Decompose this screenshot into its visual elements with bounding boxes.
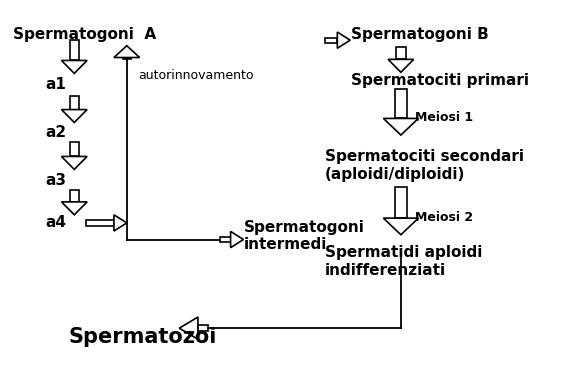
Polygon shape — [396, 47, 406, 60]
Polygon shape — [70, 190, 79, 202]
Text: Spermatogoni B: Spermatogoni B — [352, 27, 489, 42]
Polygon shape — [338, 32, 350, 48]
Text: Spermatidi aploidi
indifferenziati: Spermatidi aploidi indifferenziati — [325, 246, 482, 278]
Text: Meiosi 2: Meiosi 2 — [415, 211, 473, 224]
Polygon shape — [388, 60, 414, 72]
Text: Meiosi 1: Meiosi 1 — [415, 111, 473, 124]
Text: Spermatozoi: Spermatozoi — [69, 327, 217, 347]
Polygon shape — [383, 218, 418, 235]
Text: a3: a3 — [45, 173, 66, 188]
Polygon shape — [62, 157, 87, 169]
Polygon shape — [70, 142, 79, 157]
Polygon shape — [395, 187, 407, 218]
Text: a2: a2 — [45, 125, 66, 140]
Polygon shape — [62, 61, 87, 73]
Polygon shape — [70, 40, 79, 61]
Polygon shape — [122, 58, 131, 59]
Polygon shape — [86, 220, 114, 225]
Polygon shape — [62, 202, 87, 215]
Polygon shape — [114, 46, 139, 58]
Text: a1: a1 — [45, 77, 66, 92]
Text: Spermatociti primari: Spermatociti primari — [352, 73, 529, 88]
Polygon shape — [325, 38, 338, 43]
Polygon shape — [220, 237, 231, 242]
Polygon shape — [231, 231, 243, 248]
Polygon shape — [179, 317, 198, 339]
Polygon shape — [114, 215, 127, 231]
Polygon shape — [70, 96, 79, 110]
Text: autorinnovamento: autorinnovamento — [138, 69, 254, 82]
Text: a4: a4 — [45, 215, 66, 230]
Text: Spermatogoni  A: Spermatogoni A — [13, 27, 156, 42]
Text: Spermatogoni
intermedi: Spermatogoni intermedi — [243, 219, 364, 252]
Polygon shape — [395, 89, 407, 118]
Polygon shape — [198, 325, 209, 331]
Text: Spermatociti secondari
(aploidi/diploidi): Spermatociti secondari (aploidi/diploidi… — [325, 150, 524, 182]
Polygon shape — [62, 110, 87, 122]
Polygon shape — [383, 118, 418, 135]
